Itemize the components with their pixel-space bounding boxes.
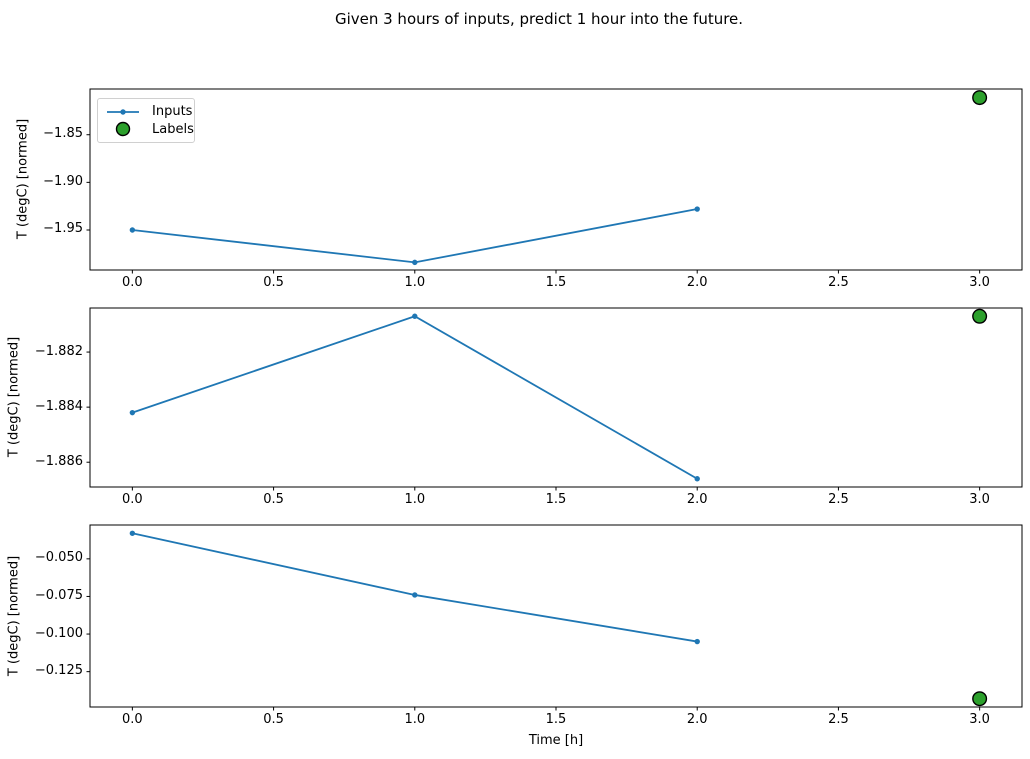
subplot-1-x-tick-label: 3.0 <box>969 275 990 290</box>
subplot-3-y-tick-label: −0.125 <box>34 663 83 679</box>
legend-item-inputs: Inputs <box>105 103 192 121</box>
subplot-2-y-tick-label: −1.882 <box>34 343 83 359</box>
subplot-1-inputs-point <box>694 206 700 212</box>
subplot-2-y-tick-label: −1.884 <box>34 398 83 414</box>
subplot-2-inputs-point <box>412 313 418 319</box>
subplot-1-label-point <box>972 90 988 106</box>
subplot-2-inputs-line <box>132 315 698 480</box>
subplot-1-x-tick-label: 2.5 <box>828 275 849 290</box>
subplot-3-x-tick-label: 2.0 <box>686 712 708 727</box>
subplot-1-y-tick-label: −1.90 <box>43 173 83 189</box>
subplot-2-x-tick-label: 3.0 <box>969 492 990 507</box>
subplot-3-x-tick-label: 1.0 <box>404 712 426 727</box>
subplot-1-inputs-point <box>412 259 418 266</box>
subplot-2-x-tick-label: 1.0 <box>404 492 426 507</box>
legend-label-inputs: Inputs <box>152 104 193 120</box>
subplot-3-inputs-point <box>412 592 418 598</box>
subplot-2-label-point <box>972 308 988 324</box>
subplot-3-x-tick-label: 1.5 <box>545 712 567 727</box>
subplot-2-y-tick-label: −1.886 <box>34 453 83 469</box>
legend: Inputs Labels <box>97 98 195 143</box>
subplot-3-inputs-line <box>132 532 698 643</box>
labels-circle-marker-icon <box>115 122 131 137</box>
subplot-3-frame <box>89 524 1023 708</box>
subplot-1-x-tick-label: 0.0 <box>122 275 143 290</box>
figure-title: Given 3 hours of inputs, predict 1 hour … <box>334 10 744 28</box>
subplot-1-x-tick-label: 1.0 <box>404 275 426 290</box>
subplot-2-x-tick-label: 0.5 <box>263 492 284 507</box>
subplot-1-x-tick-label: 0.5 <box>263 275 284 290</box>
subplot-3-x-tick-label: 0.0 <box>122 712 143 727</box>
subplot-3-y-tick-label: −0.050 <box>34 550 83 566</box>
subplot-1-frame <box>89 88 1023 271</box>
subplot-3-x-tick-label: 3.0 <box>969 712 990 727</box>
subplot-3-y-axis-label: T (degC) [normed] <box>6 555 22 677</box>
subplot-1-x-tick-label: 2.0 <box>686 275 708 290</box>
inputs-line-marker-icon <box>107 109 139 115</box>
subplot-3-label-point <box>972 691 988 707</box>
subplot-1-inputs-point <box>129 227 136 233</box>
legend-item-labels: Labels <box>105 121 194 139</box>
subplot-1-y-tick-label: −1.95 <box>43 221 83 237</box>
subplot-3-y-tick-label: −0.100 <box>34 625 83 641</box>
legend-label-labels: Labels <box>152 121 194 137</box>
subplot-1-y-tick-label: −1.85 <box>43 126 83 142</box>
subplot-3-inputs-point <box>129 530 136 536</box>
x-axis-label: Time [h] <box>528 733 584 748</box>
subplot-3-x-tick-label: 0.5 <box>263 712 284 727</box>
subplot-2-x-tick-label: 2.0 <box>686 492 708 507</box>
subplot-2-inputs-point <box>694 476 700 482</box>
subplot-2-x-tick-label: 0.0 <box>122 492 143 507</box>
subplot-3-y-tick-label: −0.075 <box>34 587 83 603</box>
subplot-3-inputs-point <box>694 638 700 645</box>
subplot-2-inputs-point <box>129 409 136 416</box>
subplot-2-x-tick-label: 2.5 <box>828 492 849 507</box>
subplot-2-y-axis-label: T (degC) [normed] <box>6 336 22 458</box>
subplot-2-x-tick-label: 1.5 <box>545 492 567 507</box>
subplot-1-inputs-line <box>132 208 698 264</box>
subplot-1-x-tick-label: 1.5 <box>545 275 567 290</box>
subplot-3-x-tick-label: 2.5 <box>828 712 849 727</box>
